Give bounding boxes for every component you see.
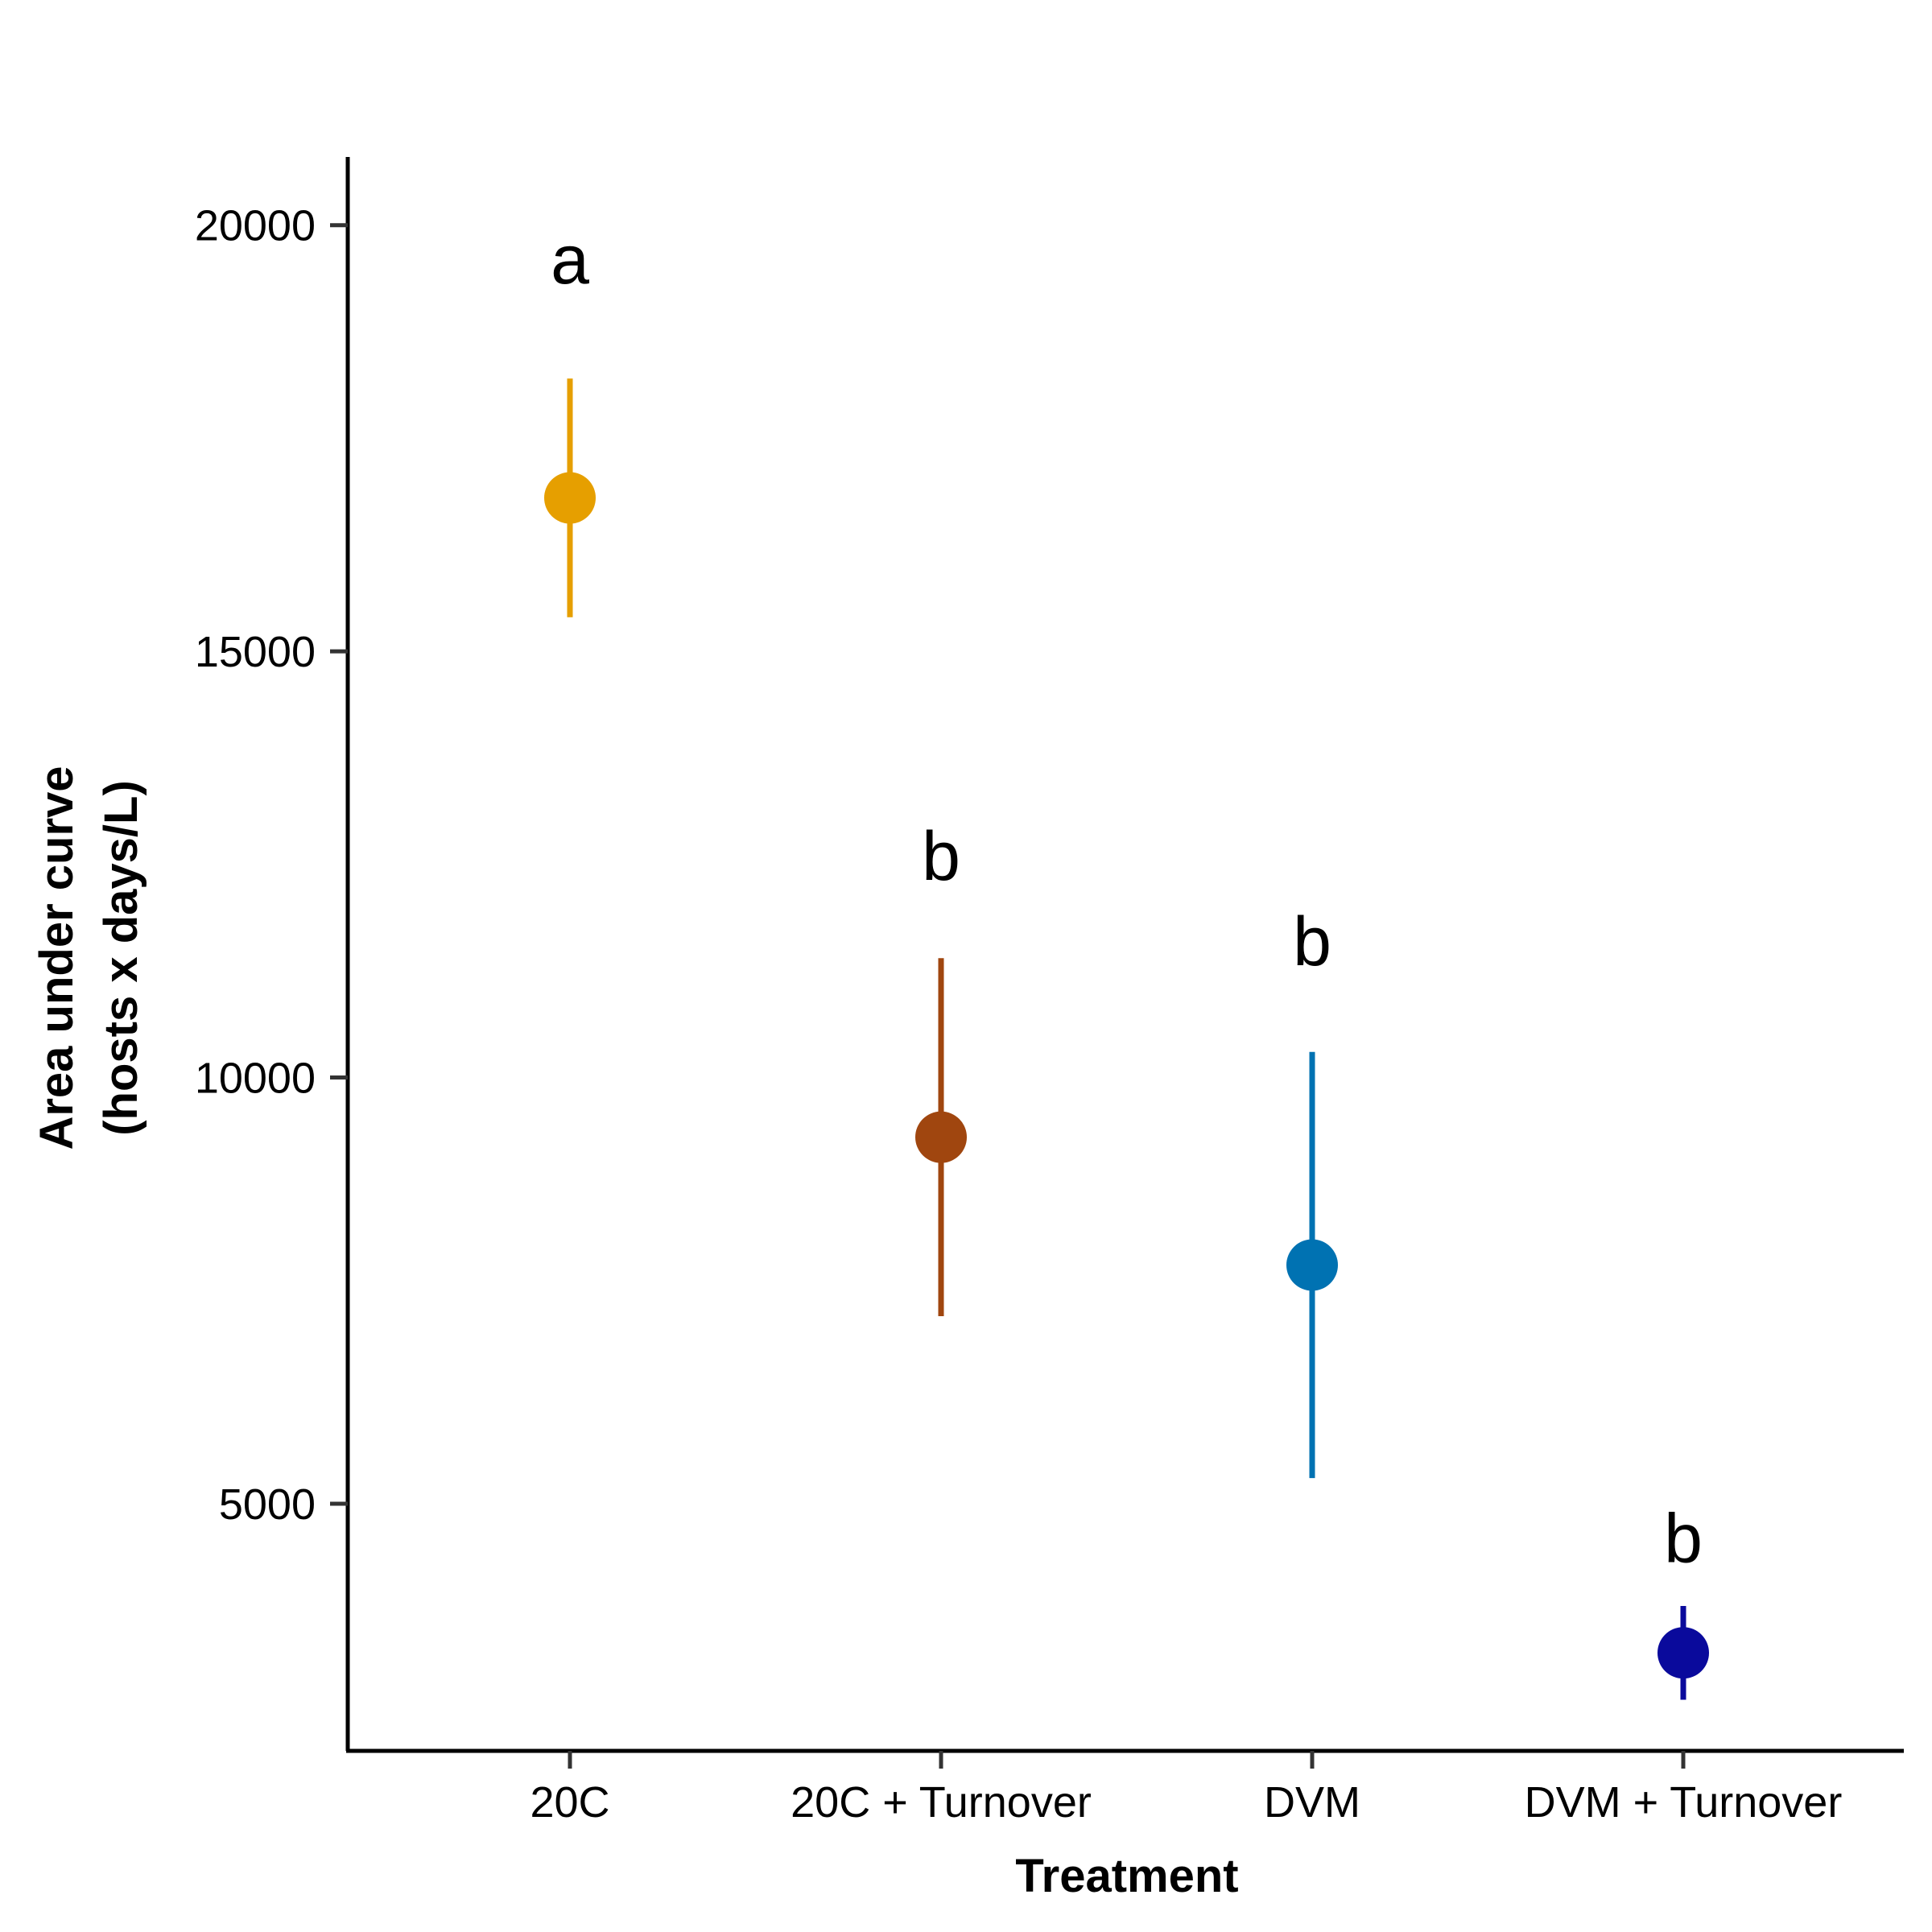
y-axis-title-line-2: (hosts x days/L) — [95, 780, 147, 1136]
x-tick-label: DVM + Turnover — [1525, 1778, 1843, 1827]
x-axis-title: Treatment — [1015, 1850, 1238, 1902]
significance-letter: a — [551, 221, 589, 299]
y-axis-title-line-1: Area under curve — [31, 766, 83, 1150]
mean-point — [915, 1111, 967, 1163]
x-tick-label: 20C + Turnover — [791, 1778, 1092, 1827]
y-tick-label: 20000 — [195, 202, 316, 250]
mean-point — [1657, 1627, 1709, 1679]
significance-letter: b — [1664, 1500, 1703, 1577]
mean-point — [1286, 1239, 1338, 1291]
mean-point — [544, 472, 596, 524]
plot-marks: a b b b — [544, 221, 1709, 1700]
y-axis-title: Area under curve (hosts x days/L) — [31, 766, 147, 1150]
x-tick-label: 20C — [530, 1778, 609, 1827]
y-tick-label: 15000 — [195, 628, 316, 676]
y-axis: 5000 10000 15000 20000 — [195, 157, 350, 1751]
y-tick-label: 10000 — [195, 1055, 316, 1103]
significance-letter: b — [1293, 903, 1331, 980]
y-tick-label: 5000 — [219, 1480, 316, 1529]
x-tick-label: DVM — [1264, 1778, 1360, 1827]
x-axis: 20C 20C + Turnover DVM DVM + Turnover — [346, 1748, 1904, 1827]
significance-letter: b — [922, 818, 960, 895]
